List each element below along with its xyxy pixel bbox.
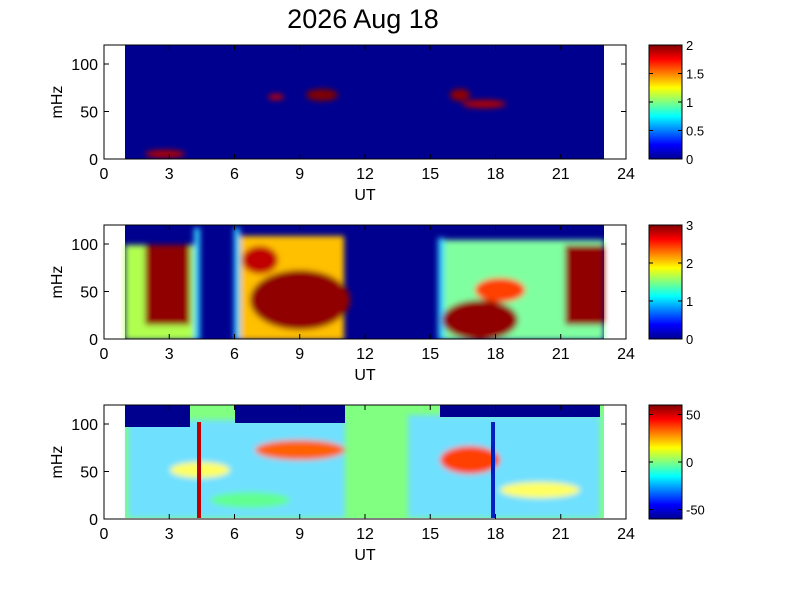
- x-tick-label: 12: [356, 346, 374, 363]
- x-tick-label: 0: [100, 526, 109, 543]
- y-tick-label: 50: [80, 105, 98, 122]
- colorbar-tick-label: 0: [686, 332, 693, 347]
- y-tick-label: 50: [80, 465, 98, 482]
- colorbar-tick-label: 1.5: [686, 67, 704, 82]
- colorbar-tick-label: 0.5: [686, 124, 704, 139]
- figure-title: 2026 Aug 18: [287, 4, 439, 34]
- spectrogram-image: [125, 45, 604, 159]
- x-axis-label: UT: [354, 367, 376, 384]
- x-tick-label: 24: [617, 346, 635, 363]
- x-tick-label: 15: [421, 526, 439, 543]
- colorbar-tick-label: 2: [686, 38, 693, 53]
- spectrogram-image: [125, 225, 604, 339]
- colorbar: [648, 224, 683, 340]
- y-tick-label: 0: [89, 152, 98, 169]
- x-tick-label: 15: [421, 166, 439, 183]
- x-tick-label: 18: [487, 166, 505, 183]
- x-tick-label: 21: [552, 346, 570, 363]
- x-tick-label: 0: [100, 346, 109, 363]
- spectrogram-image: [125, 405, 604, 518]
- x-tick-label: 6: [230, 166, 239, 183]
- x-tick-label: 21: [552, 166, 570, 183]
- colorbar-tick-label: 3: [686, 218, 693, 233]
- colorbar-tick-label: 50: [686, 408, 700, 423]
- x-tick-label: 24: [617, 526, 635, 543]
- y-axis-label: mHz: [49, 446, 66, 479]
- y-tick-label: 50: [80, 285, 98, 302]
- y-tick-label: 100: [71, 417, 98, 434]
- x-tick-label: 18: [487, 526, 505, 543]
- x-tick-label: 12: [356, 166, 374, 183]
- y-tick-label: 100: [71, 57, 98, 74]
- x-axis-label: UT: [354, 187, 376, 204]
- x-tick-label: 24: [617, 166, 635, 183]
- y-tick-label: 0: [89, 332, 98, 349]
- x-axis-label: UT: [354, 547, 376, 564]
- colorbar-tick-label: -50: [686, 503, 705, 518]
- x-tick-label: 6: [230, 526, 239, 543]
- y-axis-label: mHz: [49, 86, 66, 119]
- colorbar-tick-label: 1: [686, 95, 693, 110]
- x-tick-label: 12: [356, 526, 374, 543]
- x-tick-label: 3: [165, 526, 174, 543]
- colorbar-tick-label: 1: [686, 294, 693, 309]
- y-tick-label: 0: [89, 512, 98, 529]
- y-tick-label: 100: [71, 237, 98, 254]
- x-tick-label: 6: [230, 346, 239, 363]
- colorbar-tick-label: 0: [686, 152, 693, 167]
- colorbar: [648, 44, 683, 160]
- x-tick-label: 9: [295, 346, 304, 363]
- x-tick-label: 15: [421, 346, 439, 363]
- x-tick-label: 3: [165, 166, 174, 183]
- y-axis-label: mHz: [49, 266, 66, 299]
- x-tick-label: 3: [165, 346, 174, 363]
- x-tick-label: 21: [552, 526, 570, 543]
- x-tick-label: 9: [295, 526, 304, 543]
- x-tick-label: 18: [487, 346, 505, 363]
- colorbar-tick-label: 0: [686, 455, 693, 470]
- colorbar-tick-label: 2: [686, 256, 693, 271]
- x-tick-label: 9: [295, 166, 304, 183]
- x-tick-label: 0: [100, 166, 109, 183]
- colorbar: [648, 404, 683, 520]
